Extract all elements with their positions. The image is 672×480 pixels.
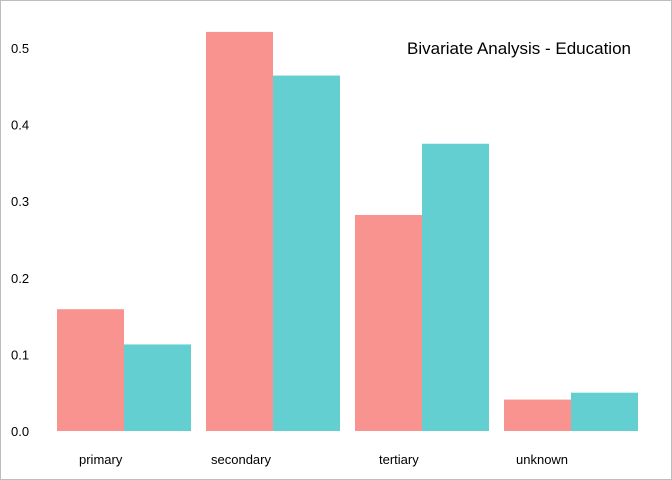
bar-secondary-series-2 — [273, 75, 340, 432]
bar-unknown-series-1 — [504, 399, 571, 431]
x-tick-label-unknown: unknown — [516, 452, 568, 467]
y-tick-label: 0.0 — [11, 424, 29, 439]
x-axis-ticks: primary secondary tertiary unknown — [79, 452, 568, 467]
x-tick-label-primary: primary — [79, 452, 123, 467]
chart-title: Bivariate Analysis - Education — [407, 39, 631, 58]
bar-tertiary-series-1 — [355, 214, 422, 431]
x-tick-label-secondary: secondary — [211, 452, 271, 467]
y-tick-label: 0.2 — [11, 271, 29, 286]
x-tick-label-tertiary: tertiary — [379, 452, 419, 467]
bar-primary-series-2 — [124, 344, 191, 431]
bar-unknown-series-2 — [571, 392, 638, 431]
y-tick-label: 0.1 — [11, 347, 29, 362]
y-tick-label: 0.4 — [11, 118, 29, 133]
y-axis-ticks: 0.0 0.1 0.2 0.3 0.4 0.5 — [11, 41, 29, 439]
bar-tertiary-series-2 — [422, 143, 489, 431]
bar-primary-series-1 — [57, 309, 124, 431]
bar-secondary-series-1 — [206, 31, 273, 431]
y-tick-label: 0.5 — [11, 41, 29, 56]
y-tick-label: 0.3 — [11, 194, 29, 209]
bars — [57, 31, 638, 432]
